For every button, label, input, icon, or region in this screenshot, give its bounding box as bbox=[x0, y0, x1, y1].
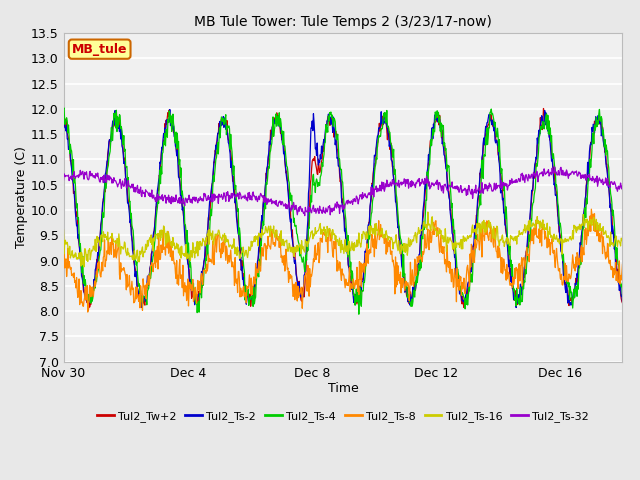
Title: MB Tule Tower: Tule Temps 2 (3/23/17-now): MB Tule Tower: Tule Temps 2 (3/23/17-now… bbox=[194, 15, 492, 29]
Text: MB_tule: MB_tule bbox=[72, 43, 127, 56]
Y-axis label: Temperature (C): Temperature (C) bbox=[15, 146, 28, 248]
Legend: Tul2_Tw+2, Tul2_Ts-2, Tul2_Ts-4, Tul2_Ts-8, Tul2_Ts-16, Tul2_Ts-32: Tul2_Tw+2, Tul2_Ts-2, Tul2_Ts-4, Tul2_Ts… bbox=[92, 407, 593, 427]
X-axis label: Time: Time bbox=[328, 383, 358, 396]
